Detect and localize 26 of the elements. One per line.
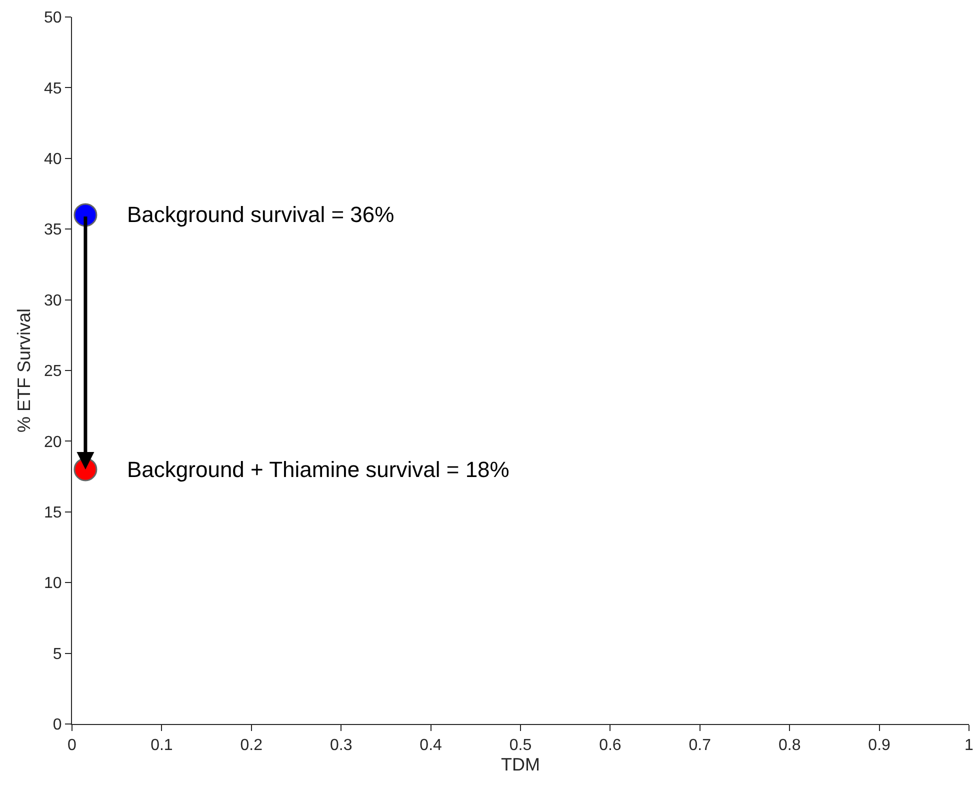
x-tick-label: 0.2 — [240, 737, 263, 754]
x-tick-label: 0.6 — [599, 737, 622, 754]
y-tick-label: 25 — [44, 363, 62, 380]
x-tick-label: 0.4 — [420, 737, 442, 754]
y-tick-label: 50 — [44, 10, 62, 27]
y-tick-label: 15 — [44, 504, 62, 522]
x-tick-label: 0.1 — [150, 737, 173, 754]
y-tick-label: 5 — [52, 646, 62, 663]
annotation: Background + Thiamine survival = 18% — [127, 457, 510, 482]
y-tick-label: 45 — [44, 80, 62, 98]
y-tick-label: 20 — [44, 434, 62, 451]
x-tick-label: 0.5 — [509, 737, 532, 754]
y-tick-label: 10 — [44, 575, 62, 592]
y-tick-label: 0 — [52, 716, 62, 734]
x-tick-label: 0.8 — [778, 737, 801, 754]
x-axis-title: TDM — [501, 754, 540, 774]
x-tick-label: 0.9 — [868, 737, 891, 754]
y-axis-title: % ETF Survival — [14, 308, 34, 433]
annotation: Background survival = 36% — [127, 202, 394, 227]
y-tick-label: 40 — [44, 151, 62, 168]
x-tick-label: 1 — [964, 737, 974, 754]
y-tick-label: 35 — [44, 222, 62, 239]
x-tick-label: 0.7 — [688, 737, 712, 754]
y-tick-label: 30 — [44, 292, 62, 310]
x-tick-label: 0 — [68, 737, 77, 754]
x-tick-label: 0.3 — [330, 737, 352, 754]
